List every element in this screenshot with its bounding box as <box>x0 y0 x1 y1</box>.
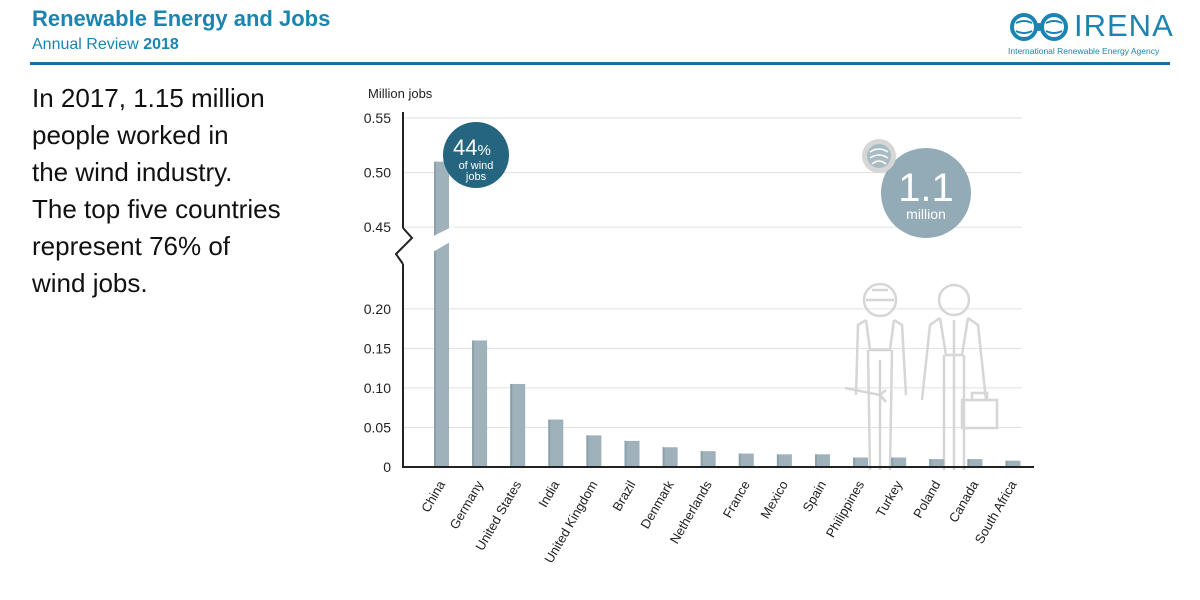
y-tick-label: 0 <box>383 459 391 475</box>
report-subtitle: Annual Review 2018 <box>32 36 179 54</box>
headline-line: represent 76% of <box>32 231 231 261</box>
worker-helmet-icon <box>862 282 898 318</box>
x-tick-label: Spain <box>799 478 829 514</box>
share-callout-circle <box>443 122 509 188</box>
wrench-icon <box>844 386 887 403</box>
bar-united-kingdom <box>586 435 602 467</box>
x-tick-label: Germany <box>446 478 486 532</box>
x-tick-label: Poland <box>910 478 943 521</box>
x-tick-label: Brazil <box>609 478 638 514</box>
total-callout: 1.1 million <box>862 139 971 238</box>
y-tick-label: 0.15 <box>364 340 391 356</box>
irena-logo: IRENA International Renewable Energy Age… <box>1008 8 1174 58</box>
share-value: 44 <box>453 135 477 160</box>
engineer-body-icon <box>920 316 988 470</box>
bar-south-africa <box>1005 460 1021 467</box>
share-unit: % <box>477 142 490 159</box>
bar-netherlands <box>700 451 716 467</box>
total-callout-unit: million <box>906 206 946 222</box>
share-callout-line1: of wind <box>459 160 494 172</box>
x-tick-label: Canada <box>946 477 982 525</box>
x-tick-label: Denmark <box>637 478 677 532</box>
report-title: Renewable Energy and Jobs <box>32 6 331 31</box>
bar-philippines <box>853 457 869 467</box>
y-tick-label: 0.05 <box>364 419 391 435</box>
axis-break-mark <box>394 227 414 265</box>
engineer-head-icon <box>937 283 971 317</box>
irena-globe-icon <box>1010 13 1068 41</box>
bar-france <box>738 453 754 467</box>
header-divider <box>30 62 1170 65</box>
bar-denmark <box>662 447 678 467</box>
bar-spain <box>815 454 830 467</box>
y-axis-label: Million jobs <box>368 86 433 101</box>
headline-line: people worked in <box>32 120 229 150</box>
x-tick-label: China <box>418 477 448 515</box>
logo-subtext: International Renewable Energy Agency <box>1008 46 1160 56</box>
headline-line: the wind industry. <box>32 157 233 187</box>
x-tick-label: Turkey <box>873 478 906 520</box>
headline-line: wind jobs. <box>32 268 148 298</box>
bar-united-states <box>510 383 526 467</box>
headline: In 2017, 1.15 million people worked in t… <box>32 80 352 302</box>
bar-poland <box>929 459 945 467</box>
bar-mexico <box>776 454 792 467</box>
total-callout-circle <box>881 148 971 238</box>
subtitle-year: 2018 <box>143 36 179 53</box>
bar-china <box>434 161 449 467</box>
briefcase-icon <box>960 398 999 430</box>
workers-illustration <box>844 282 999 471</box>
headline-line: The top five countries <box>32 194 281 224</box>
headline-line: In 2017, 1.15 million <box>32 83 265 113</box>
bar-germany <box>472 340 488 467</box>
share-callout: 44% of wind jobs <box>443 122 509 188</box>
y-tick-label: 0.10 <box>364 380 391 396</box>
share-callout-value: 44% <box>453 135 491 160</box>
y-tick-label: 0.55 <box>364 110 391 126</box>
total-callout-value: 1.1 <box>898 166 954 210</box>
bar-canada <box>967 459 983 467</box>
bar-break-gap <box>429 226 454 254</box>
worker-body-icon <box>854 288 908 471</box>
x-tick-label: Mexico <box>757 478 791 521</box>
subtitle-prefix: Annual Review <box>32 36 139 53</box>
y-tick-label: 0.50 <box>364 165 391 181</box>
turbine-badge-inner <box>867 144 891 168</box>
y-tick-label: 0.20 <box>364 301 391 317</box>
share-callout-line2: jobs <box>465 171 487 183</box>
bar-brazil <box>624 440 640 467</box>
bar-india <box>548 419 564 467</box>
x-tick-label: India <box>535 477 562 510</box>
logo-wordmark: IRENA <box>1074 8 1174 43</box>
bar-turkey <box>891 457 907 467</box>
x-tick-label: France <box>720 478 753 521</box>
x-tick-label: Philippines <box>823 478 868 540</box>
y-tick-label: 0.45 <box>364 219 391 235</box>
